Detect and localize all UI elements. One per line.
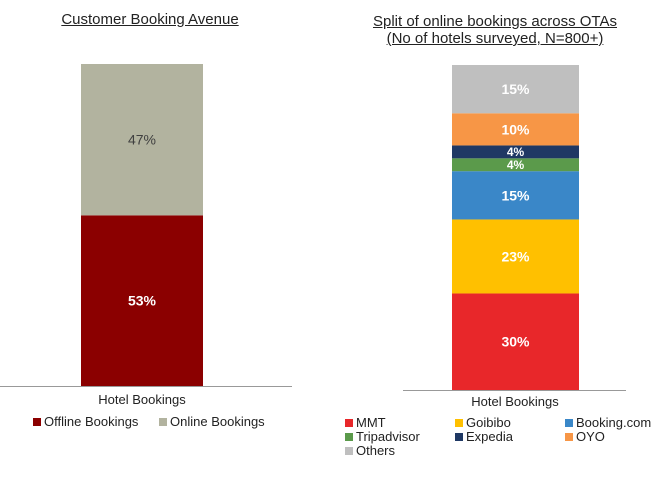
legend-swatch xyxy=(159,417,167,426)
left-data-label-offline-bookings: 53% xyxy=(128,293,157,309)
legend-label: Goibibo xyxy=(466,415,511,430)
right-legend-item-mmt: MMT xyxy=(345,415,386,430)
left-legend-item-online-bookings: Online Bookings xyxy=(159,414,265,429)
right-data-label-booking-com: 15% xyxy=(501,187,530,203)
left-bar-offline-bookings xyxy=(81,215,203,386)
right-legend-item-booking-com: Booking.com xyxy=(565,415,651,430)
right-legend-item-expedia: Expedia xyxy=(455,429,513,444)
legend-label: Expedia xyxy=(466,429,513,444)
legend-label: Tripadvisor xyxy=(356,429,420,444)
left-chart-title: Customer Booking Avenue xyxy=(61,11,239,28)
right-category-label: Hotel Bookings xyxy=(471,394,559,409)
right-legend-item-goibibo: Goibibo xyxy=(455,415,511,430)
left-data-label-online-bookings: 47% xyxy=(128,132,156,148)
legend-label: OYO xyxy=(576,429,605,444)
legend-label: Booking.com xyxy=(576,415,652,430)
right-data-label-oyo: 10% xyxy=(501,121,530,137)
right-bar-booking-com xyxy=(452,171,579,220)
right-bar-others xyxy=(452,65,579,114)
right-data-label-tripadvisor: 4% xyxy=(507,158,525,172)
right-chart-title: Split of online bookings across OTAs (No… xyxy=(372,13,617,47)
legend-swatch xyxy=(345,432,353,441)
right-legend-item-tripadvisor: Tripadvisor xyxy=(345,429,420,444)
right-legend-item-oyo: OYO xyxy=(565,429,605,444)
legend-label: Others xyxy=(356,443,396,458)
legend-swatch xyxy=(565,432,573,441)
right-bar-mmt xyxy=(452,293,579,390)
legend-label: MMT xyxy=(356,415,386,430)
legend-swatch xyxy=(345,446,353,455)
right-data-label-expedia: 4% xyxy=(507,145,525,159)
left-category-label: Hotel Bookings xyxy=(98,392,186,407)
right-data-label-mmt: 30% xyxy=(501,334,530,350)
right-bar-goibibo xyxy=(452,219,579,294)
legend-swatch xyxy=(455,432,463,441)
legend-swatch xyxy=(455,418,463,427)
legend-swatch xyxy=(33,417,41,426)
right-bar-expedia xyxy=(452,145,579,159)
right-bar-oyo xyxy=(452,113,579,146)
legend-label: Online Bookings xyxy=(170,414,265,429)
legend-swatch xyxy=(565,418,573,427)
legend-label: Offline Bookings xyxy=(44,414,139,429)
left-legend-item-offline-bookings: Offline Bookings xyxy=(33,414,138,429)
right-legend-item-others: Others xyxy=(345,443,395,458)
legend-swatch xyxy=(345,418,353,427)
left-bar-online-bookings xyxy=(81,64,203,216)
right-data-label-others: 15% xyxy=(501,81,530,97)
right-bar-tripadvisor xyxy=(452,158,579,172)
right-data-label-goibibo: 23% xyxy=(501,248,530,264)
